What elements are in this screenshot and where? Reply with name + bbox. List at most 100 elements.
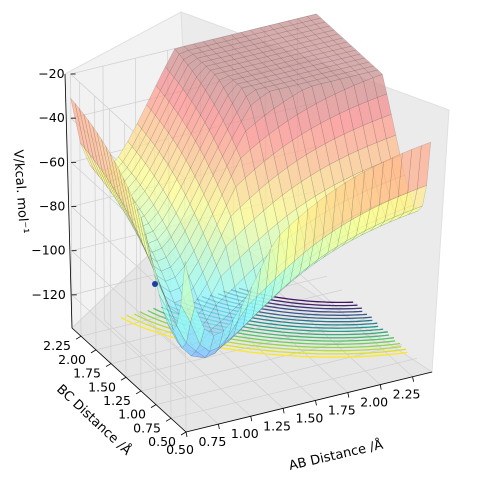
contour-line xyxy=(126,314,406,355)
y-tick-label: 1.50 xyxy=(88,379,116,394)
surface-patch xyxy=(165,246,181,268)
surface-patch xyxy=(216,40,232,48)
surface-patch xyxy=(150,120,165,147)
surface-patch xyxy=(331,182,346,233)
surface-patch xyxy=(172,152,187,180)
x-tick xyxy=(347,392,350,398)
grid-line-y xyxy=(109,109,112,364)
y-tick-label: 0.50 xyxy=(148,434,176,449)
x-tick xyxy=(185,431,188,438)
surface-patch xyxy=(323,246,338,258)
surface-patch xyxy=(213,87,229,113)
surface-patch xyxy=(269,88,284,109)
surface-patch xyxy=(257,298,272,314)
surface-patch xyxy=(92,126,107,178)
contour-line xyxy=(134,313,402,352)
tick-marks xyxy=(70,73,414,438)
x-tick xyxy=(217,424,220,430)
surface-patch xyxy=(354,68,369,75)
y-tick-label: 0.75 xyxy=(133,420,161,435)
surface-patch xyxy=(407,145,422,194)
surface-patch xyxy=(136,104,152,130)
surface-patch xyxy=(361,225,376,236)
surface-patch xyxy=(335,72,351,80)
x-tick-label: 1.00 xyxy=(231,426,259,441)
y-tick xyxy=(105,363,112,367)
surface-patch xyxy=(106,177,121,207)
y-tick xyxy=(165,417,172,422)
surface-patch xyxy=(238,317,253,332)
surface-patch xyxy=(199,165,214,195)
surface-patch xyxy=(230,32,246,40)
y-tick xyxy=(135,390,142,395)
surface-patch xyxy=(358,72,374,82)
x-tick xyxy=(282,408,285,414)
surface-patch xyxy=(260,70,276,78)
surface-patch xyxy=(206,53,222,61)
grid-line-y xyxy=(125,316,373,378)
surface-patch xyxy=(182,70,197,96)
x-tick-label: 0.50 xyxy=(166,442,194,457)
surface-patch xyxy=(202,254,217,284)
surface-patch xyxy=(118,169,134,224)
x-tick-label: 2.00 xyxy=(360,395,388,410)
surface-patch xyxy=(398,209,414,219)
x-axis-line xyxy=(185,371,433,433)
surface-patch xyxy=(329,113,345,139)
z-axis-label: V/kcal. mol⁻¹ xyxy=(10,149,31,234)
grid-line-y xyxy=(170,357,418,419)
z-tick-label: −120 xyxy=(31,287,65,302)
surface-patch xyxy=(388,152,403,202)
surface-patch xyxy=(228,304,243,337)
surface-patch xyxy=(297,16,312,23)
x-axis-label: AB Distance /Å xyxy=(287,437,384,474)
surface-patch xyxy=(167,324,183,349)
surface-patch xyxy=(274,82,289,90)
surface-patch xyxy=(199,328,215,352)
z-tick-label: −60 xyxy=(39,154,65,169)
x-tick-label: 1.50 xyxy=(296,410,324,425)
z-tick-label: −80 xyxy=(39,199,65,214)
surface-patch xyxy=(202,39,218,46)
x-tick-label: 1.25 xyxy=(263,418,291,433)
surface-patch xyxy=(225,48,240,56)
surface-patch xyxy=(225,236,241,268)
energy-surface xyxy=(70,13,431,359)
surface-patch xyxy=(206,43,222,50)
surface-patch xyxy=(218,75,234,88)
surface-patch xyxy=(188,260,203,289)
y-tick xyxy=(75,335,82,340)
surface-patch xyxy=(228,63,244,70)
y-tick xyxy=(90,349,97,354)
surface-patch xyxy=(246,79,262,86)
surface-patch xyxy=(88,120,103,172)
contour-line xyxy=(120,316,408,358)
y-axis-line xyxy=(71,327,187,433)
surface-patch xyxy=(230,42,246,50)
data-marker xyxy=(152,281,158,287)
grid-line-x xyxy=(104,319,219,425)
surface-patch xyxy=(351,230,366,241)
surface-patch xyxy=(110,153,125,207)
surface-patch xyxy=(229,52,245,60)
surface-patch xyxy=(239,40,255,48)
surface-patch xyxy=(271,47,287,55)
surface-patch xyxy=(315,98,331,124)
z-tick-label: −20 xyxy=(38,66,64,81)
surface-patch xyxy=(233,56,249,64)
surface-patch xyxy=(322,188,337,239)
surface-patch xyxy=(149,254,165,297)
surface-patch xyxy=(181,342,197,357)
x-tick-label: 0.75 xyxy=(198,434,226,449)
surface-patch xyxy=(416,141,431,190)
surface-patch xyxy=(205,73,220,98)
x-tick-label: 2.25 xyxy=(393,387,421,402)
grid-line-x xyxy=(102,66,105,321)
surface-patch xyxy=(252,62,267,70)
contour-line xyxy=(139,311,401,349)
surface-patch xyxy=(126,151,142,174)
surface-patch xyxy=(298,71,313,79)
surface-patch xyxy=(180,261,196,323)
surface-patch xyxy=(247,307,263,323)
